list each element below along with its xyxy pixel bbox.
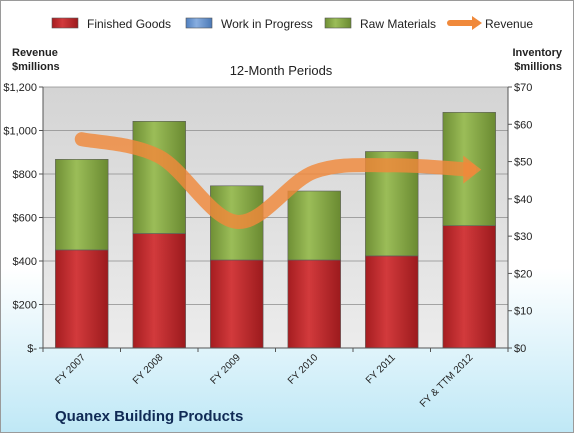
legend-label-finished-goods: Finished Goods <box>87 17 171 31</box>
revenue-line-layer <box>74 132 482 229</box>
legend-label-raw-materials: Raw Materials <box>360 17 436 31</box>
legend-label-work-in-progress: Work in Progress <box>221 17 313 31</box>
left-axis-tick-label: $400 <box>13 256 37 268</box>
bar-finished-goods <box>287 259 341 349</box>
legend: Finished Goods Work in Progress Raw Materi… <box>51 16 533 31</box>
right-axis-tick-label: $40 <box>514 194 532 206</box>
left-axis-tick-label: $- <box>27 343 37 355</box>
company-name: Quanex Building Products <box>55 408 243 425</box>
right-axis-tick-label: $30 <box>514 231 532 243</box>
bar-raw-materials <box>55 159 109 251</box>
revenue-line <box>74 132 477 229</box>
bar-finished-goods <box>55 249 109 349</box>
left-axis-tick-label: $1,200 <box>3 82 37 94</box>
left-axis-tick-label: $1,000 <box>3 126 37 138</box>
gridlines <box>43 86 508 349</box>
left-axis-tick-label: $600 <box>13 213 37 225</box>
bar-raw-materials <box>287 190 341 261</box>
left-axis-tick-label: $200 <box>13 300 37 312</box>
legend-swatch-finished-goods <box>51 17 79 29</box>
right-axis-label-line2: $millions <box>514 61 562 73</box>
chart-title: 12-Month Periods <box>230 63 333 78</box>
right-axis-tick-label: $10 <box>514 306 532 318</box>
legend-swatch-raw-materials <box>324 17 352 29</box>
right-axis-tick-label: $20 <box>514 268 532 280</box>
left-axis-label-line2: $millions <box>12 61 60 73</box>
bar-finished-goods <box>365 255 419 349</box>
revenue-line-arrowhead <box>463 155 482 184</box>
right-axis-tick-label: $0 <box>514 343 526 355</box>
bar-finished-goods <box>210 259 264 349</box>
bar-finished-goods <box>132 233 186 349</box>
right-axis-tick-label: $60 <box>514 119 532 131</box>
left-axis-tick-label: $800 <box>13 169 37 181</box>
legend-swatch-work-in-progress <box>185 17 213 29</box>
right-axis-tick-label: $50 <box>514 157 532 169</box>
left-axis-label-line1: Revenue <box>12 47 58 59</box>
right-axis-label-line1: Inventory <box>512 47 562 59</box>
bar-finished-goods <box>442 225 496 349</box>
bars <box>55 112 496 349</box>
legend-label-revenue: Revenue <box>485 17 533 31</box>
right-axis-tick-label: $70 <box>514 82 532 94</box>
legend-arrowhead-revenue <box>472 16 482 30</box>
